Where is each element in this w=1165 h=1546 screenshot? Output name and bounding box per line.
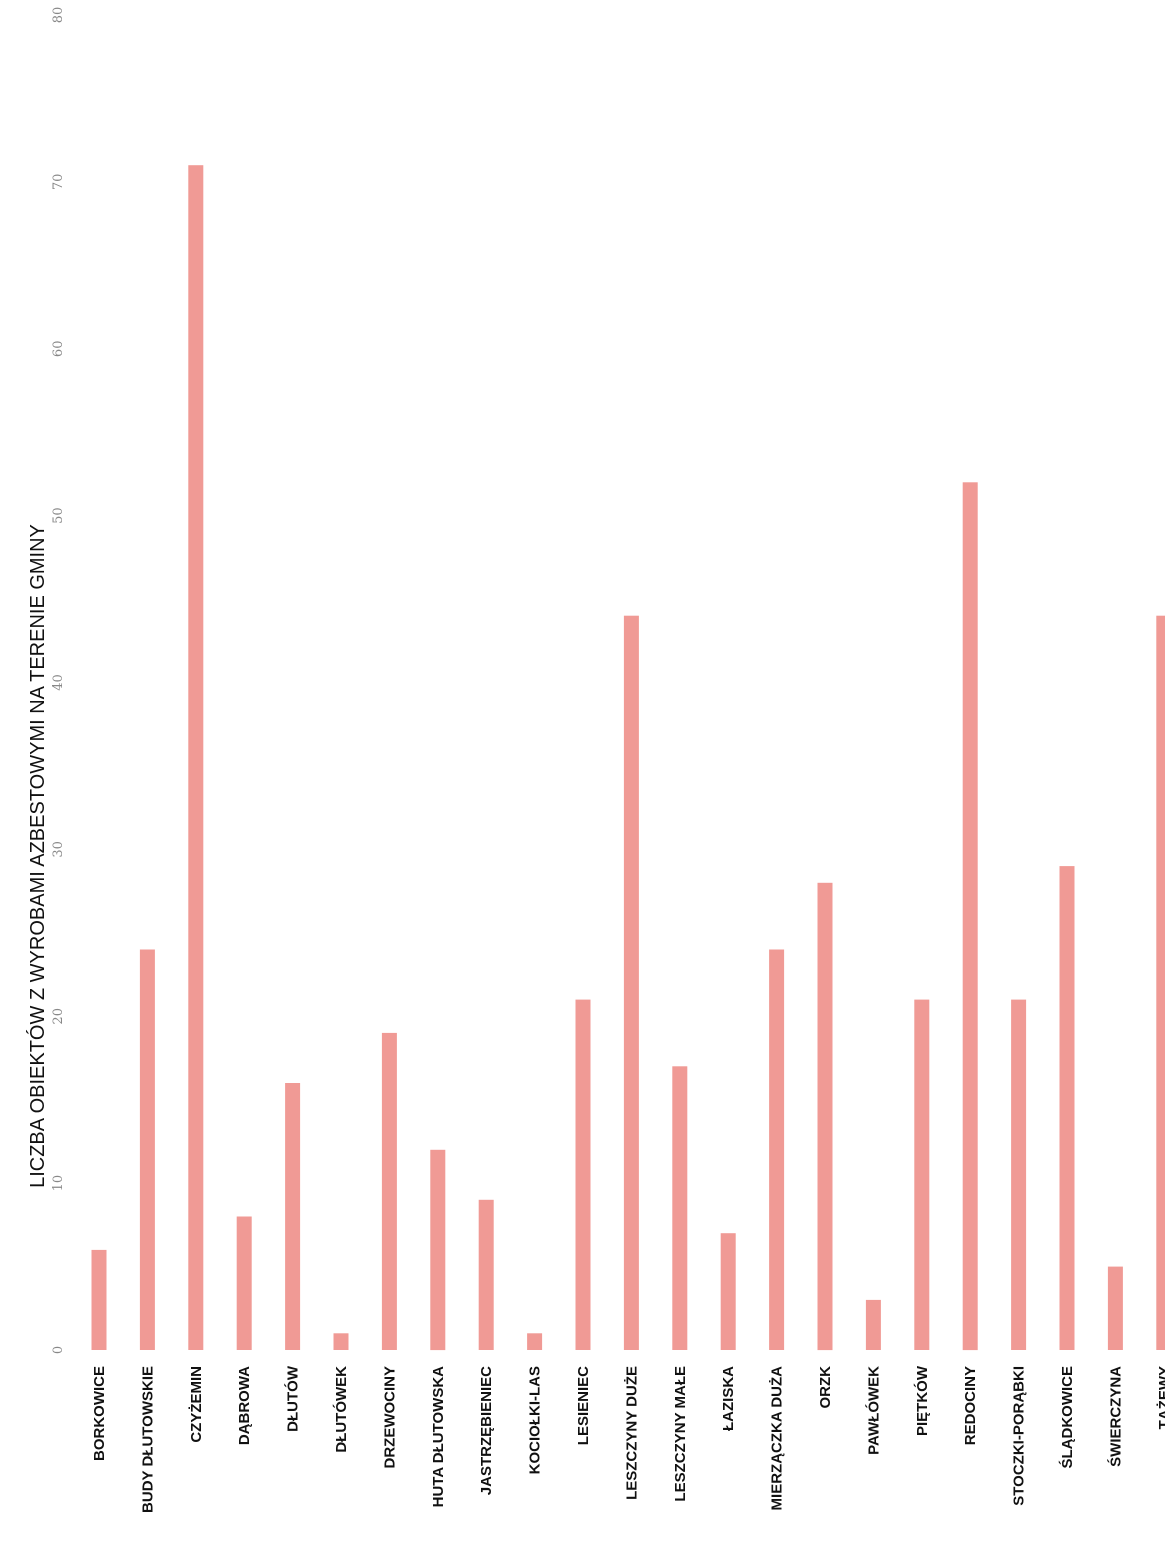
category-label: ŁAZISKA — [720, 1366, 737, 1431]
category-label: CZYŻEMIN — [188, 1366, 205, 1443]
y-tick-label: 20 — [51, 1008, 66, 1025]
category-label: STOCZKI-PORĄBKI — [1011, 1366, 1028, 1506]
category-label: JASTRZĘBIENIEC — [478, 1366, 495, 1495]
category-label: ŚWIERCZYNA — [1106, 1366, 1124, 1467]
bar — [817, 882, 833, 1351]
category-label: DŁUTÓWEK — [332, 1366, 350, 1453]
category-label: ŚLĄDKOWICE — [1058, 1366, 1076, 1469]
bar — [333, 1333, 349, 1350]
bar — [527, 1333, 543, 1350]
bar — [236, 1216, 252, 1350]
category-label: LESIENIEC — [575, 1366, 592, 1445]
category-label: PAWŁÓWEK — [864, 1366, 882, 1455]
bar — [962, 482, 978, 1351]
bar — [623, 615, 639, 1350]
category-label: DĄBROWA — [236, 1366, 253, 1445]
chart-title-group: LICZBA OBIEKTÓW Z WYROBAMI AZBESTOWYMI N… — [26, 524, 49, 1188]
y-tick-label: 50 — [51, 507, 66, 524]
bar — [188, 165, 204, 1351]
bar — [478, 1199, 494, 1350]
bar — [672, 1066, 688, 1350]
bar — [1107, 1266, 1123, 1350]
category-label: LESZCZYNY DUŻE — [623, 1366, 640, 1500]
y-tick-label: 80 — [51, 7, 66, 24]
y-tick-label: 10 — [51, 1175, 66, 1192]
category-label: BORKOWICE — [91, 1366, 108, 1461]
category-label: PIĘTKÓW — [913, 1365, 931, 1436]
category-label: TĄŻEWY — [1156, 1366, 1165, 1429]
y-tick-label: 70 — [51, 174, 66, 191]
category-label: LESZCZYNY MAŁE — [672, 1366, 689, 1502]
category-label: ORZK — [817, 1366, 834, 1409]
bar — [865, 1299, 881, 1350]
y-tick-label: 30 — [51, 841, 66, 858]
y-axis-ticks: 0 10 20 30 40 50 60 70 80 — [51, 7, 66, 1354]
bar — [1156, 615, 1165, 1350]
category-label: DŁUTÓW — [284, 1365, 302, 1432]
y-tick-label: 40 — [51, 674, 66, 691]
bar — [769, 949, 785, 1350]
bar — [139, 949, 155, 1350]
bars — [91, 165, 1165, 1351]
bar — [720, 1233, 736, 1350]
y-tick-label: 0 — [51, 1346, 66, 1354]
bar — [914, 999, 930, 1350]
bar — [1011, 999, 1027, 1350]
bar — [91, 1249, 107, 1350]
category-label: KOCIOŁKI-LAS — [527, 1366, 544, 1474]
bar — [575, 999, 591, 1350]
bar — [381, 1032, 397, 1350]
category-labels: BORKOWICE BUDY DŁUTOWSKIE CZYŻEMIN DĄBROWA D… — [91, 1365, 1165, 1513]
bar — [1059, 866, 1075, 1350]
category-label: MIERZĄCZKA DUŻA — [769, 1366, 786, 1511]
category-label: DRZEWOCINY — [381, 1366, 398, 1469]
category-label: BUDY DŁUTOWSKIE — [139, 1366, 156, 1513]
bar — [430, 1149, 446, 1351]
chart-title: LICZBA OBIEKTÓW Z WYROBAMI AZBESTOWYMI N… — [26, 524, 49, 1188]
y-tick-label: 60 — [51, 341, 66, 358]
category-label: HUTA DŁUTOWSKA — [430, 1366, 447, 1508]
bar — [285, 1083, 301, 1350]
category-label: REDOCINY — [962, 1366, 979, 1445]
